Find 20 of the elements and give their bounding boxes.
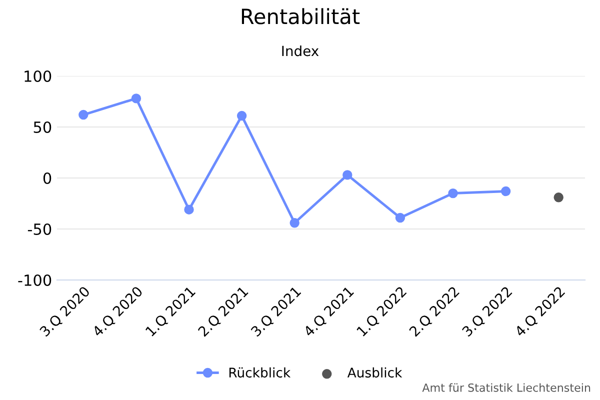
y-tick-label: -100 [18, 274, 52, 286]
y-tick-label: 0 [43, 172, 52, 184]
point [448, 188, 458, 198]
point [236, 110, 247, 121]
y-tick-label: -50 [28, 223, 52, 236]
point [395, 212, 406, 223]
point [500, 186, 511, 196]
point [131, 94, 142, 104]
chart-title: Rentabilität [242, 8, 360, 24]
point [554, 192, 564, 202]
legend-label: Ausblick [347, 367, 402, 378]
y-tick-label: 100 [24, 70, 52, 82]
point [184, 204, 194, 214]
legend-label: Rückblick [229, 367, 291, 378]
y-tick-label: 50 [34, 121, 52, 134]
point [78, 110, 88, 120]
text: Amt für Statistik Liechtenstein [422, 383, 590, 392]
point [342, 170, 352, 180]
chart-subtitle: Index [282, 45, 319, 56]
point [290, 218, 300, 228]
